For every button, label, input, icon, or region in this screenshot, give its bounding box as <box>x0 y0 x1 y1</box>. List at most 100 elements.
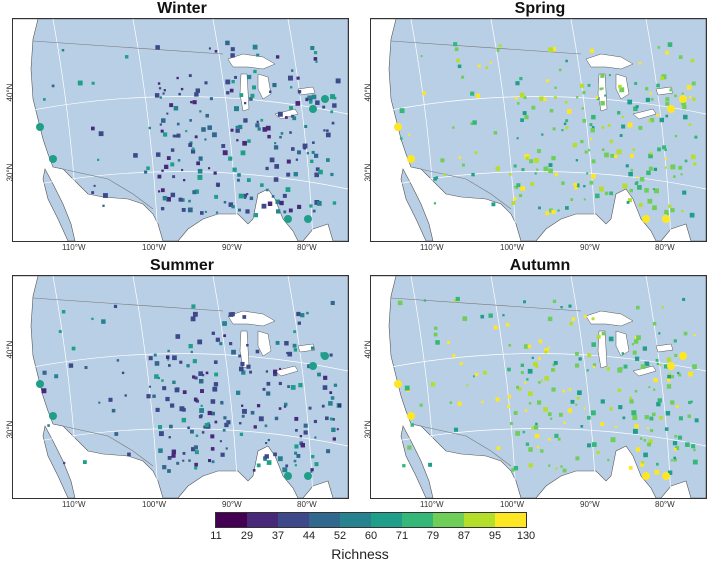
city-point <box>656 113 659 117</box>
city-point <box>692 364 697 370</box>
city-point <box>670 164 676 170</box>
city-point <box>673 456 676 460</box>
city-point <box>675 405 679 409</box>
city-point <box>692 97 696 101</box>
city-point <box>315 60 318 63</box>
colorbar-label: 71 <box>395 530 409 542</box>
city-point <box>310 159 314 164</box>
city-point <box>146 394 151 399</box>
city-point <box>230 53 235 58</box>
city-point <box>535 422 538 426</box>
city-point <box>566 109 572 114</box>
city-point <box>548 47 554 53</box>
hotspot-point <box>284 472 292 480</box>
city-point <box>169 403 175 408</box>
city-point <box>293 172 298 177</box>
city-point <box>168 436 171 439</box>
city-point <box>253 213 259 218</box>
hotspot-point <box>36 123 44 131</box>
city-point <box>590 410 596 416</box>
city-point <box>329 391 333 395</box>
city-point <box>207 125 212 130</box>
city-point <box>519 76 523 81</box>
city-point <box>528 463 533 468</box>
city-point <box>601 125 605 129</box>
city-point <box>534 172 537 175</box>
city-point <box>172 380 176 385</box>
city-point <box>328 401 333 406</box>
city-point <box>575 403 578 406</box>
city-point <box>567 408 573 413</box>
city-point <box>636 176 639 179</box>
city-point <box>154 361 160 366</box>
city-point <box>638 125 643 130</box>
city-point <box>407 445 412 450</box>
hotspot-point <box>394 380 402 388</box>
city-point <box>41 388 47 394</box>
city-point <box>520 118 524 122</box>
city-point <box>187 207 193 213</box>
city-point <box>54 374 59 379</box>
hotspot-point <box>407 412 415 420</box>
hotspot-point <box>309 105 317 113</box>
city-point <box>657 147 661 152</box>
city-point <box>658 332 661 335</box>
city-point <box>454 47 459 52</box>
city-point <box>632 415 638 420</box>
city-point <box>279 200 284 206</box>
city-point <box>162 195 168 201</box>
hotspot-point <box>309 362 317 370</box>
city-point <box>294 444 299 449</box>
city-point <box>590 138 593 141</box>
city-point <box>531 356 534 360</box>
city-point <box>330 172 334 177</box>
city-point <box>461 75 465 79</box>
city-point <box>667 378 671 382</box>
city-point <box>544 376 549 381</box>
city-point <box>584 150 588 154</box>
city-point <box>241 370 246 375</box>
city-point <box>212 386 218 392</box>
city-point <box>226 421 229 424</box>
city-point <box>571 317 576 321</box>
city-point <box>194 189 200 194</box>
city-point <box>283 210 287 214</box>
city-point <box>162 92 165 95</box>
city-point <box>200 404 203 407</box>
baja-peninsula <box>400 425 434 498</box>
city-point <box>255 349 260 354</box>
city-point <box>530 182 535 187</box>
longitude-tick: 100°W <box>142 500 167 509</box>
city-point <box>192 100 197 105</box>
city-point <box>470 122 474 126</box>
city-point <box>91 191 95 195</box>
city-point <box>228 156 233 161</box>
city-point <box>543 97 547 101</box>
city-point <box>661 306 664 309</box>
city-point <box>590 128 595 133</box>
city-point <box>629 399 634 404</box>
city-point <box>296 76 300 80</box>
city-point <box>580 139 584 144</box>
city-point <box>640 462 645 467</box>
city-point <box>678 416 683 421</box>
city-point <box>534 158 539 163</box>
city-point <box>548 437 551 441</box>
city-point <box>560 465 563 468</box>
city-point <box>678 165 683 170</box>
city-point <box>627 99 633 105</box>
city-point <box>513 465 519 471</box>
city-point <box>619 87 625 93</box>
city-point <box>629 396 632 400</box>
city-point <box>335 78 341 84</box>
city-point <box>176 461 180 465</box>
colorbar-swatch <box>433 513 464 527</box>
city-point <box>181 168 184 172</box>
city-point <box>509 422 513 425</box>
city-point <box>544 348 549 353</box>
city-point <box>312 209 316 213</box>
city-point <box>580 425 584 428</box>
city-point <box>552 299 557 304</box>
city-point <box>547 316 553 322</box>
city-point <box>329 417 333 421</box>
